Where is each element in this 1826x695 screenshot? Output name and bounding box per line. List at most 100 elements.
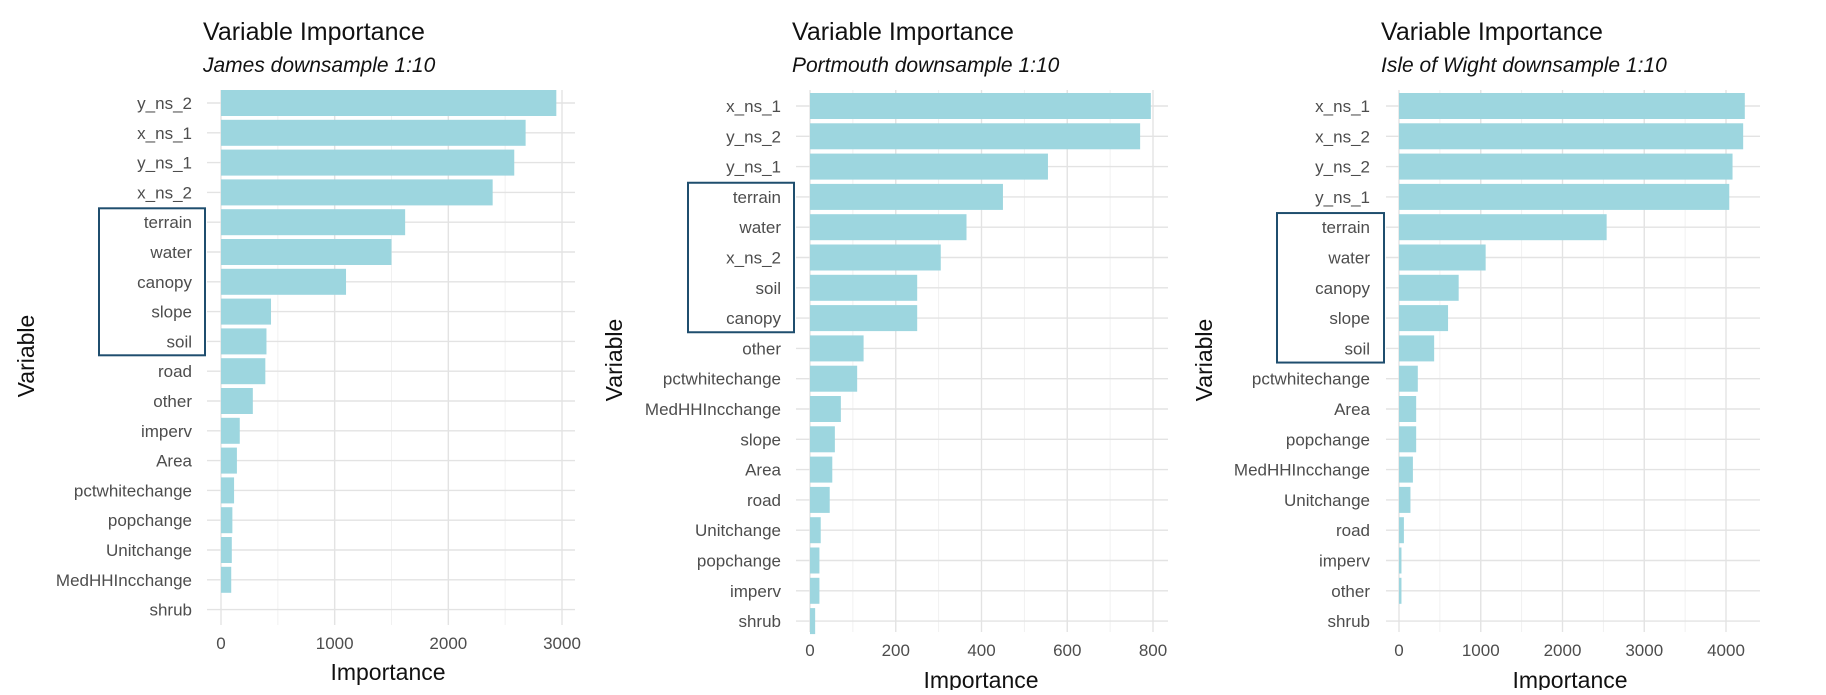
y-tick-label: water bbox=[738, 218, 781, 237]
x-tick-label: 1000 bbox=[1462, 641, 1500, 660]
y-tick-label: Unitchange bbox=[106, 541, 192, 560]
y-tick-label: MedHHIncchange bbox=[645, 400, 781, 419]
y-tick-label: water bbox=[1327, 249, 1370, 268]
y-tick-label: slope bbox=[740, 430, 781, 449]
y-tick-label: slope bbox=[151, 303, 192, 322]
y-tick-label: canopy bbox=[1315, 279, 1370, 298]
chart-subtitle: Portmouth downsample 1:10 bbox=[792, 54, 1060, 77]
bar-x_ns_1 bbox=[1399, 93, 1745, 119]
y-tick-label: Area bbox=[745, 461, 781, 480]
y-tick-label: imperv bbox=[141, 422, 193, 441]
y-tick-label: soil bbox=[1344, 339, 1370, 358]
x-tick-label: 600 bbox=[1053, 641, 1081, 660]
bar-unitchange bbox=[221, 537, 232, 563]
bar-area bbox=[810, 456, 833, 483]
y-tick-label: soil bbox=[755, 279, 781, 298]
y-axis-title: Variable bbox=[1191, 319, 1217, 402]
y-tick-label: shrub bbox=[149, 601, 192, 620]
bar-slope bbox=[810, 426, 835, 453]
bar-pctwhitechange bbox=[810, 365, 858, 392]
bar-canopy bbox=[1399, 274, 1459, 301]
bar-pctwhitechange bbox=[221, 477, 235, 504]
bar-medhhincchange bbox=[810, 396, 841, 422]
y-tick-label: Area bbox=[156, 452, 192, 471]
x-tick-label: 200 bbox=[882, 641, 910, 660]
y-tick-label: water bbox=[149, 243, 192, 262]
bar-soil bbox=[810, 274, 918, 301]
bar-soil bbox=[1399, 335, 1435, 362]
bar-water bbox=[1399, 244, 1486, 271]
x-tick-label: 3000 bbox=[543, 634, 581, 653]
bar-x_ns_2 bbox=[810, 244, 941, 271]
y-tick-label: Unitchange bbox=[695, 521, 781, 540]
bar-pctwhitechange bbox=[1399, 365, 1418, 392]
x-tick-label: 1000 bbox=[316, 634, 354, 653]
bar-x_ns_2 bbox=[221, 179, 493, 206]
chart-title: Variable Importance bbox=[792, 18, 1014, 46]
bar-y_ns_2 bbox=[221, 90, 557, 116]
y-tick-label: y_ns_2 bbox=[137, 94, 192, 113]
y-tick-label: y_ns_1 bbox=[726, 158, 781, 177]
y-tick-label: Unitchange bbox=[1284, 491, 1370, 510]
bar-x_ns_1 bbox=[810, 93, 1151, 119]
bar-water bbox=[810, 214, 967, 241]
bar-terrain bbox=[221, 209, 406, 236]
y-tick-label: shrub bbox=[738, 612, 781, 631]
y-tick-label: popchange bbox=[697, 552, 781, 571]
y-tick-label: y_ns_1 bbox=[1315, 188, 1370, 207]
bar-road bbox=[810, 486, 830, 513]
y-tick-label: y_ns_2 bbox=[726, 127, 781, 146]
bar-water bbox=[221, 239, 392, 265]
y-tick-label: x_ns_2 bbox=[1315, 127, 1370, 146]
y-axis-title: Variable bbox=[13, 315, 39, 398]
x-tick-label: 800 bbox=[1139, 641, 1167, 660]
chart-title: Variable Importance bbox=[1381, 18, 1603, 46]
y-tick-label: popchange bbox=[1286, 430, 1370, 449]
bar-y_ns_2 bbox=[810, 123, 1141, 150]
y-tick-label: x_ns_2 bbox=[137, 183, 192, 202]
x-tick-label: 400 bbox=[967, 641, 995, 660]
y-tick-label: other bbox=[1331, 582, 1370, 601]
bar-y_ns_1 bbox=[1399, 183, 1730, 210]
bar-x_ns_1 bbox=[221, 119, 526, 146]
bar-road bbox=[1399, 517, 1404, 544]
bar-shrub bbox=[810, 608, 816, 635]
y-tick-label: canopy bbox=[137, 273, 192, 292]
bar-other bbox=[810, 335, 864, 362]
y-tick-label: pctwhitechange bbox=[663, 370, 781, 389]
bar-imperv bbox=[1399, 547, 1402, 574]
bar-canopy bbox=[810, 305, 918, 332]
y-tick-label: x_ns_2 bbox=[726, 249, 781, 268]
y-tick-label: popchange bbox=[108, 511, 192, 530]
y-tick-label: pctwhitechange bbox=[1252, 370, 1370, 389]
bar-road bbox=[221, 358, 266, 385]
x-tick-label: 2000 bbox=[429, 634, 467, 653]
y-tick-label: road bbox=[747, 491, 781, 510]
y-tick-label: other bbox=[153, 392, 192, 411]
x-tick-label: 2000 bbox=[1544, 641, 1582, 660]
y-tick-label: imperv bbox=[1319, 552, 1371, 571]
bar-area bbox=[221, 447, 237, 474]
x-tick-label: 4000 bbox=[1707, 641, 1745, 660]
y-tick-label: imperv bbox=[730, 582, 782, 601]
y-tick-label: road bbox=[1336, 521, 1370, 540]
x-tick-label: 0 bbox=[805, 641, 814, 660]
bar-popchange bbox=[810, 547, 820, 574]
bar-y_ns_1 bbox=[810, 153, 1048, 180]
highlight-box bbox=[98, 207, 206, 357]
y-tick-label: other bbox=[742, 339, 781, 358]
y-tick-label: x_ns_1 bbox=[137, 124, 192, 143]
x-tick-label: 0 bbox=[1394, 641, 1403, 660]
bar-soil bbox=[221, 328, 267, 355]
x-axis-title: Importance bbox=[330, 659, 445, 685]
y-tick-label: terrain bbox=[733, 188, 781, 207]
bar-x_ns_2 bbox=[1399, 123, 1744, 150]
bar-popchange bbox=[1399, 426, 1417, 453]
highlight-box bbox=[1276, 212, 1385, 364]
bar-slope bbox=[221, 298, 272, 325]
bar-terrain bbox=[810, 183, 1003, 210]
